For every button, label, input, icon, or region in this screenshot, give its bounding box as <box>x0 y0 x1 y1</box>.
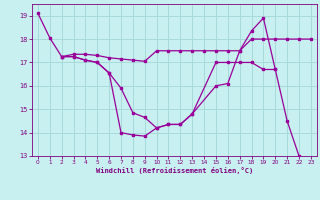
X-axis label: Windchill (Refroidissement éolien,°C): Windchill (Refroidissement éolien,°C) <box>96 167 253 174</box>
